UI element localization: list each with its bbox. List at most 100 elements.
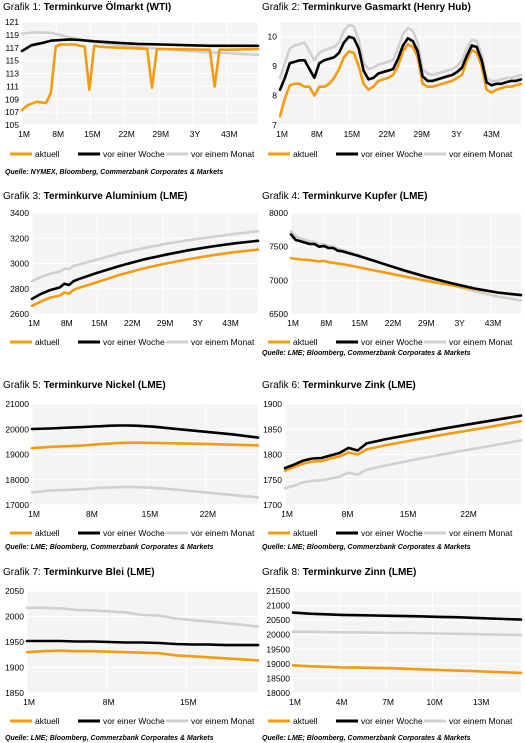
- source-note-1: Quelle: NYMEX, Bloomberg, Commerzbank Co…: [5, 169, 223, 176]
- y-tick-label: 107: [5, 107, 19, 117]
- legend-label-monat: vor einem Monat: [191, 716, 255, 726]
- series-line-aktuell: [291, 663, 523, 675]
- chart-title: Grafik 4: Terminkurve Kupfer (LME): [262, 191, 427, 202]
- x-tick-label: 15M: [351, 318, 368, 328]
- series-line-monat: [30, 230, 260, 283]
- x-tick-label: 22M: [124, 318, 141, 328]
- series-line-aktuell: [278, 42, 523, 118]
- y-tick-label: 20500: [266, 615, 290, 625]
- plot-area: [293, 591, 521, 693]
- chart-title-prefix: Grafik 5:: [3, 380, 44, 391]
- y-tick-label: 8000: [269, 208, 288, 218]
- x-tick-label: 1M: [28, 318, 40, 328]
- legend-label-monat: vor einem Monat: [191, 528, 255, 538]
- source-note-2: Quelle: LME; Bloomberg, Commerzbank Corp…: [262, 350, 471, 357]
- series-line-monat: [25, 606, 260, 629]
- x-tick-label: 43M: [221, 129, 238, 139]
- y-tick-label: 19000: [266, 659, 290, 669]
- y-tick-label: 1700: [263, 500, 282, 510]
- series-line-woche: [20, 38, 260, 53]
- x-tick-label: 43M: [222, 318, 239, 328]
- x-tick-label: 7M: [382, 697, 394, 707]
- x-tick-label: 15M: [400, 509, 417, 519]
- series-line-woche: [291, 611, 523, 621]
- chart-title-text: Terminkurve Ölmarkt (WTI): [44, 0, 172, 13]
- y-tick-label: 7000: [269, 275, 288, 285]
- series-line-woche: [25, 639, 260, 647]
- legend-label-woche: vor einer Woche: [103, 337, 165, 347]
- y-tick-label: 119: [5, 30, 19, 40]
- y-tick-label: 117: [5, 43, 19, 53]
- y-tick-label: 21000: [266, 601, 290, 611]
- y-tick-label: 1800: [263, 450, 282, 460]
- chart-title-prefix: Grafik 8:: [262, 567, 303, 578]
- chart-title: Grafik 7: Terminkurve Blei (LME): [3, 567, 155, 578]
- chart-title-prefix: Grafik 1:: [3, 2, 44, 13]
- x-tick-label: 3Y: [193, 318, 204, 328]
- y-tick-label: 21500: [266, 586, 290, 596]
- x-tick-label: 1M: [23, 697, 35, 707]
- series-line-woche: [278, 35, 523, 91]
- series-line-aktuell: [20, 43, 260, 112]
- x-tick-label: 29M: [413, 129, 430, 139]
- legend-label-woche: vor einer Woche: [103, 149, 165, 159]
- series-line-monat: [30, 485, 260, 499]
- chart-title-text: Terminkurve Aluminium (LME): [44, 191, 188, 202]
- x-tick-label: 43M: [485, 318, 502, 328]
- series-line-aktuell: [30, 441, 260, 450]
- series-line-woche: [30, 424, 260, 439]
- x-tick-label: 3Y: [451, 129, 462, 139]
- y-tick-label: 17000: [5, 500, 29, 510]
- x-tick-label: 43M: [483, 129, 500, 139]
- x-tick-label: 1M: [289, 697, 301, 707]
- series-line-aktuell: [289, 256, 523, 297]
- y-tick-label: 19500: [266, 644, 290, 654]
- chart-5: Grafik 5: Terminkurve Nickel (LME)170001…: [3, 380, 260, 538]
- chart-title-text: Terminkurve Zinn (LME): [303, 567, 417, 578]
- y-tick-label: 18000: [266, 688, 290, 698]
- x-tick-label: 8M: [61, 318, 73, 328]
- legend-label-woche: vor einer Woche: [103, 528, 165, 538]
- x-tick-label: 8M: [103, 697, 115, 707]
- x-tick-label: 8M: [311, 129, 323, 139]
- chart-2: Grafik 2: Terminkurve Gasmarkt (Henry Hu…: [262, 2, 523, 159]
- y-tick-label: 3000: [10, 259, 29, 269]
- x-tick-label: 15M: [84, 129, 101, 139]
- x-tick-label: 1M: [18, 129, 30, 139]
- legend-label-woche: vor einer Woche: [361, 149, 423, 159]
- x-tick-label: 1M: [281, 509, 293, 519]
- chart-7: Grafik 7: Terminkurve Blei (LME) 1850 1900…: [3, 567, 260, 726]
- legend-label-monat: vor einem Monat: [449, 337, 513, 347]
- x-tick-label: 8M: [342, 509, 354, 519]
- series-line-aktuell: [283, 419, 523, 473]
- y-tick-label: 1850: [263, 424, 282, 434]
- legend-label-aktuell: aktuell: [35, 528, 60, 538]
- legend-label-woche: vor einer Woche: [103, 716, 165, 726]
- chart-8: Grafik 8: Terminkurve Zinn (LME) 18000 185…: [262, 567, 523, 726]
- x-tick-label: 15M: [344, 129, 361, 139]
- y-tick-label: 18000: [5, 475, 29, 485]
- x-tick-label: 22M: [460, 509, 477, 519]
- legend-label-monat: vor einem Monat: [449, 716, 513, 726]
- legend-label-aktuell: aktuell: [293, 337, 318, 347]
- x-tick-label: 29M: [418, 318, 435, 328]
- plot-area: [291, 213, 521, 314]
- source-note-3: Quelle: LME; Bloomberg, Commerzbank Corp…: [5, 544, 214, 551]
- chart-title-prefix: Grafik 3:: [3, 191, 44, 202]
- chart-title-prefix: Grafik 4:: [262, 191, 303, 202]
- x-tick-label: 8M: [52, 129, 64, 139]
- y-tick-label: 20000: [266, 630, 290, 640]
- x-tick-label: 1M: [276, 129, 288, 139]
- y-tick-label: 9: [272, 61, 277, 71]
- y-tick-label: 1900: [263, 399, 282, 409]
- y-tick-label: 1750: [263, 475, 282, 485]
- legend-label-aktuell: aktuell: [293, 716, 318, 726]
- y-tick-label: 7: [272, 120, 277, 130]
- legend-label-aktuell: aktuell: [293, 528, 318, 538]
- x-tick-label: 10M: [426, 697, 443, 707]
- series-line-aktuell: [30, 248, 260, 308]
- source-note-5: Quelle: LME; Bloomberg, Commerzbank Corp…: [5, 735, 214, 742]
- chart-title-prefix: Grafik 7:: [3, 567, 44, 578]
- y-tick-label: 8: [272, 91, 277, 101]
- chart-title-prefix: Grafik 2:: [262, 2, 303, 13]
